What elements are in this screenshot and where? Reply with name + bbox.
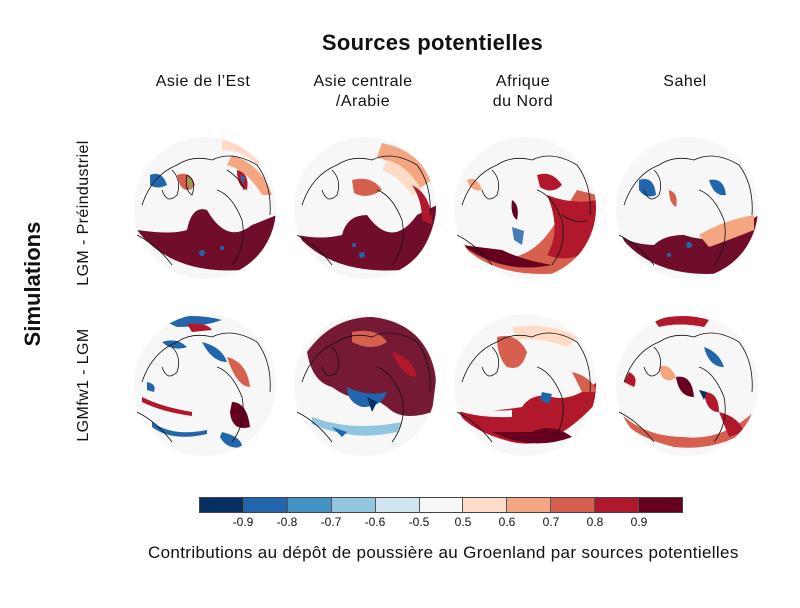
colorbar-bin — [200, 498, 244, 512]
colorbar-bin — [243, 498, 288, 512]
row-title-lgmfw1-lgm: LGMfw1 - LGM — [75, 328, 92, 442]
row-title-lgm-preindustriel: LGM - Préindustriel — [75, 140, 92, 286]
colorbar-bin — [375, 498, 420, 512]
column-title-afrique-nord: Afrique du Nord — [448, 72, 598, 112]
colorbar-bin — [507, 498, 552, 512]
colorbar-bin — [595, 498, 640, 512]
colorbar-tick: 0.6 — [498, 515, 516, 529]
colorbar-tick: 0.5 — [454, 515, 472, 529]
map-lgm-preind-asie-centrale — [292, 135, 438, 281]
colorbar-tick: 0.8 — [586, 515, 604, 529]
colorbar-tick: -0.6 — [364, 515, 386, 529]
colorbar-tick: -0.9 — [232, 515, 254, 529]
map-lgm-preind-asie-est — [132, 135, 278, 281]
column-title-line1: Asie de l’Est — [155, 73, 251, 90]
colorbar — [199, 497, 683, 513]
colorbar-bin — [331, 498, 376, 512]
colorbar-bin — [463, 498, 508, 512]
colorbar-bin — [419, 498, 464, 512]
map-lgmfw1-lgm-asie-centrale — [292, 312, 438, 458]
column-title-asie-centrale: Asie centrale /Arabie — [288, 72, 438, 112]
column-title-sahel: Sahel — [610, 72, 760, 92]
column-title-line2: /Arabie — [335, 93, 391, 110]
column-title-asie-est: Asie de l’Est — [128, 72, 278, 92]
row-axis-title: Simulations — [20, 221, 45, 347]
column-title-line1: Sahel — [663, 73, 707, 90]
colorbar-tick: -0.8 — [276, 515, 298, 529]
map-lgm-preind-sahel — [614, 135, 760, 281]
map-lgmfw1-lgm-afrique-nord — [452, 312, 598, 458]
colorbar-bin — [551, 498, 596, 512]
figure-title: Sources potentielles — [321, 30, 544, 55]
map-lgm-preind-afrique-nord — [452, 135, 598, 281]
column-title-line1: Afrique — [495, 73, 551, 90]
colorbar-tick: -0.7 — [320, 515, 342, 529]
colorbar-bin — [287, 498, 332, 512]
column-title-line1: Asie centrale — [313, 73, 413, 90]
colorbar-tick: -0.5 — [408, 515, 430, 529]
colorbar-bin — [639, 498, 682, 512]
map-lgmfw1-lgm-asie-est — [132, 312, 278, 458]
map-lgmfw1-lgm-sahel — [614, 312, 760, 458]
colorbar-tick: 0.9 — [630, 515, 648, 529]
colorbar-caption: Contributions au dépôt de poussière au G… — [148, 543, 739, 562]
colorbar-tick: 0.7 — [542, 515, 560, 529]
column-title-line2: du Nord — [492, 93, 554, 110]
